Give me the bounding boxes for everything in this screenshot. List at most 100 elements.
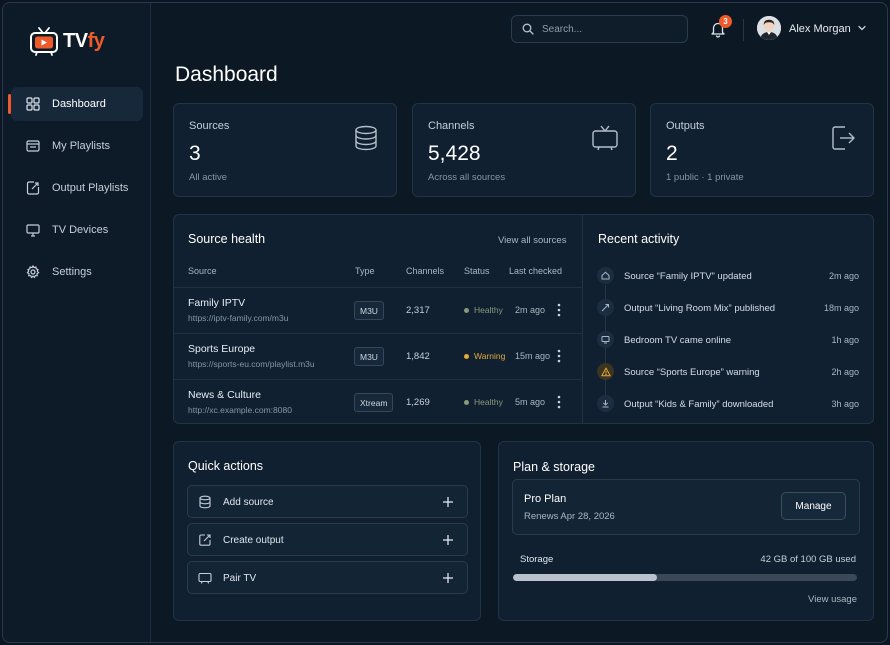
- stat-card-channels[interactable]: Channels 5,428 Across all sources: [412, 103, 636, 197]
- section-title: Source health: [188, 232, 266, 246]
- pair-tv-button[interactable]: Pair TV: [187, 561, 468, 594]
- brand-logo[interactable]: TVfy: [29, 25, 105, 57]
- monitor-icon: [25, 223, 40, 238]
- section-title: Recent activity: [598, 232, 680, 246]
- view-usage-link[interactable]: View usage: [808, 594, 857, 605]
- stat-card-outputs[interactable]: Outputs 2 1 public · 1 private: [650, 103, 874, 197]
- quick-actions-panel: Quick actions Add source Create output P…: [173, 441, 481, 621]
- section-title: Plan & storage: [513, 460, 595, 474]
- output-icon: [829, 124, 857, 152]
- avatar[interactable]: [757, 16, 781, 40]
- monitor-icon: [597, 331, 614, 348]
- panel-divider: [582, 215, 583, 423]
- activity-time: 2m ago: [828, 271, 859, 281]
- activity-item[interactable]: Bedroom TV came online 1h ago: [583, 325, 875, 357]
- tv-logo-icon: [29, 25, 59, 57]
- table-row[interactable]: News & Culture http://xc.example.com:808…: [174, 379, 582, 425]
- activity-text: Output “Kids & Family” downloaded: [624, 399, 774, 410]
- plan-renewal: Renews Apr 28, 2026: [524, 511, 615, 522]
- last-checked: 2m ago: [515, 305, 546, 315]
- stat-label: Channels: [428, 120, 475, 132]
- activity-item[interactable]: Output “Living Room Mix” published 18m a…: [583, 293, 875, 325]
- column-header: Status: [464, 266, 490, 276]
- view-all-sources-link[interactable]: View all sources: [498, 235, 567, 246]
- sidebar-item-output-playlists[interactable]: Output Playlists: [11, 171, 143, 205]
- notification-badge: 3: [719, 15, 732, 28]
- sidebar-item-settings[interactable]: Settings: [11, 255, 143, 289]
- stat-subtext: Across all sources: [428, 172, 506, 183]
- activity-time: 3h ago: [831, 399, 859, 409]
- home-icon: [597, 267, 614, 284]
- activity-time: 1h ago: [831, 335, 859, 345]
- stat-label: Sources: [189, 120, 230, 132]
- activity-text: Source “Family IPTV” updated: [624, 271, 752, 282]
- more-icon[interactable]: [555, 302, 563, 318]
- type-badge: M3U: [354, 347, 384, 366]
- header-divider: [743, 19, 744, 41]
- column-header: Type: [355, 266, 375, 276]
- source-url: https://iptv-family.com/m3u: [188, 313, 289, 323]
- sidebar-item-tv-devices[interactable]: TV Devices: [11, 213, 143, 247]
- search-input[interactable]: [542, 23, 672, 35]
- action-label: Pair TV: [223, 573, 257, 584]
- database-icon: [198, 495, 212, 509]
- column-header: Channels: [406, 266, 445, 276]
- column-header: Source: [188, 266, 217, 276]
- stat-value: 5,428: [428, 142, 481, 165]
- brand-name: TVfy: [63, 29, 105, 52]
- activity-text: Source “Sports Europe” warning: [624, 367, 760, 378]
- type-badge: Xtream: [354, 393, 394, 412]
- sidebar-item-dashboard[interactable]: Dashboard: [8, 87, 143, 121]
- table-row[interactable]: Family IPTV https://iptv-family.com/m3u …: [174, 287, 582, 333]
- sidebar-item-my-playlists[interactable]: My Playlists: [11, 129, 143, 163]
- search-icon: [522, 23, 534, 35]
- sidebar-item-label: Settings: [52, 266, 92, 278]
- search-box[interactable]: [511, 15, 688, 43]
- tv-icon: [198, 571, 212, 585]
- activity-item[interactable]: Source “Sports Europe” warning 2h ago: [583, 357, 875, 389]
- status-badge: Healthy: [464, 305, 503, 315]
- source-name: Family IPTV: [188, 297, 246, 309]
- last-checked: 15m ago: [515, 351, 551, 361]
- action-label: Add source: [223, 497, 274, 508]
- activity-item[interactable]: Source “Family IPTV” updated 2m ago: [583, 261, 875, 293]
- plus-icon: [441, 533, 455, 547]
- activity-item[interactable]: Output “Kids & Family” downloaded 3h ago: [583, 389, 875, 421]
- activity-text: Bedroom TV came online: [624, 335, 732, 346]
- chevron-down-icon[interactable]: [857, 24, 867, 32]
- stat-card-sources[interactable]: Sources 3 All active: [173, 103, 397, 197]
- tv-icon: [591, 124, 619, 152]
- download-icon: [597, 395, 614, 412]
- plus-icon: [441, 495, 455, 509]
- add-source-button[interactable]: Add source: [187, 485, 468, 518]
- source-name: Sports Europe: [188, 343, 256, 355]
- channel-count: 2,317: [406, 305, 430, 316]
- storage-progress-fill: [513, 574, 658, 581]
- activity-time: 2h ago: [831, 367, 859, 377]
- status-dot: [464, 353, 469, 359]
- sidebar: TVfy Dashboard My Playlists Output Playl…: [3, 3, 151, 642]
- grid-icon: [25, 97, 40, 112]
- stat-label: Outputs: [666, 120, 705, 132]
- plan-name: Pro Plan: [524, 493, 567, 505]
- last-checked: 5m ago: [515, 397, 546, 407]
- stat-subtext: All active: [189, 172, 228, 183]
- more-icon[interactable]: [555, 394, 563, 410]
- manage-button[interactable]: Manage: [781, 492, 846, 520]
- user-name[interactable]: Alex Morgan: [789, 23, 851, 35]
- health-activity-panel: Source health View all sources Source Ty…: [173, 214, 874, 424]
- sidebar-item-label: Output Playlists: [52, 182, 129, 194]
- more-icon[interactable]: [555, 348, 563, 364]
- source-url: https://sports-eu.com/playlist.m3u: [188, 359, 315, 369]
- table-row[interactable]: Sports Europe https://sports-eu.com/play…: [174, 333, 582, 379]
- external-link-icon: [198, 533, 212, 547]
- channel-count: 1,269: [406, 397, 430, 408]
- stat-value: 3: [189, 142, 201, 165]
- column-header: Last checked: [509, 266, 563, 276]
- plan-box: Pro Plan Renews Apr 28, 2026 Manage: [512, 479, 860, 535]
- playlist-icon: [25, 139, 40, 154]
- create-output-button[interactable]: Create output: [187, 523, 468, 556]
- channel-count: 1,842: [406, 351, 430, 362]
- page-title: Dashboard: [175, 63, 278, 86]
